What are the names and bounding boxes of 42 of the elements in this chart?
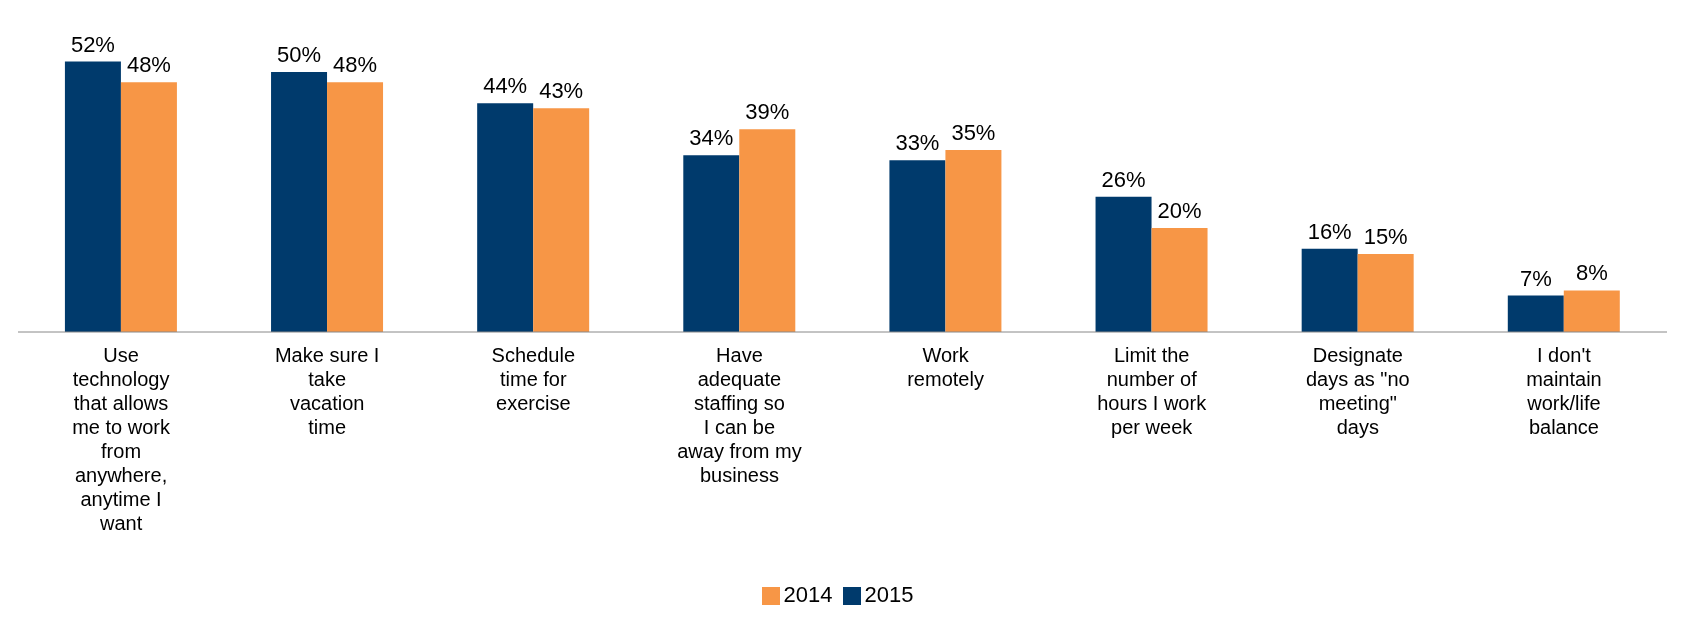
data-label: 52% (70, 31, 115, 57)
x-tick-label: Work remotely (907, 344, 984, 390)
data-label: 34% (689, 125, 734, 151)
bar (1151, 227, 1208, 332)
data-label: 16% (1307, 218, 1352, 244)
x-tick-label: Use technology that allows me to work from anywhere, anytime I want (72, 344, 171, 534)
x-tick-label: Schedule time for exercise (491, 344, 576, 414)
x-tick-label: Limit the number of hours I work per week (1097, 344, 1208, 438)
legend-label: 2015 (864, 582, 914, 607)
bar (683, 155, 740, 332)
bar (889, 160, 946, 332)
bar (945, 149, 1002, 332)
data-label: 7% (1519, 265, 1552, 291)
bar (533, 108, 590, 332)
data-label: 15% (1363, 223, 1408, 249)
x-tick-label: I don't maintain work/life balance (1526, 344, 1602, 438)
bar (477, 103, 534, 332)
data-label: 35% (951, 119, 996, 145)
data-label: 43% (539, 78, 584, 104)
bar (1095, 196, 1152, 332)
bar (120, 82, 177, 332)
bar (1507, 295, 1564, 332)
bar (1563, 290, 1620, 332)
x-tick-label: Designate days as "no meeting" days (1305, 344, 1410, 438)
data-label: 48% (333, 52, 378, 78)
data-label: 26% (1101, 166, 1146, 192)
bar (1301, 248, 1358, 332)
data-label: 33% (895, 130, 940, 156)
legend-label: 2014 (783, 582, 833, 607)
bar (271, 71, 328, 332)
bar (739, 129, 796, 332)
bar (64, 61, 121, 332)
data-label: 48% (126, 52, 171, 78)
x-tick-label: Have adequate staffing so I can be away from my business (677, 344, 802, 486)
bar (1357, 253, 1414, 332)
data-label: 44% (483, 73, 528, 99)
bar (327, 82, 384, 332)
x-tick-label: Make sure I take vacation time (274, 344, 380, 438)
data-label: 50% (277, 41, 322, 67)
data-label: 8% (1575, 260, 1608, 286)
data-label: 20% (1157, 197, 1202, 223)
data-label: 39% (745, 99, 790, 125)
